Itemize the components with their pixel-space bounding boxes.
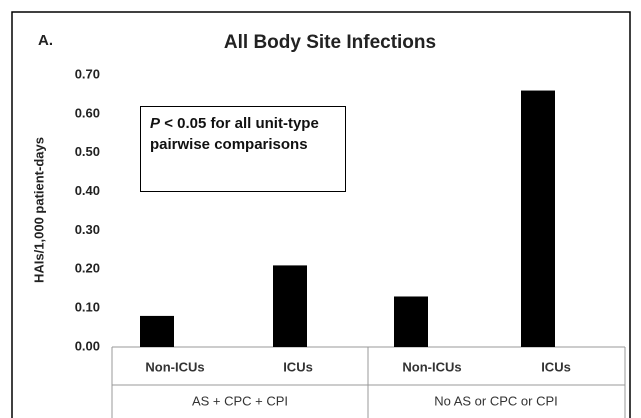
y-tick-label: 0.70 [75,66,100,81]
group-label: AS + CPC + CPI [192,393,288,408]
y-tick-label: 0.20 [75,261,100,276]
bar [273,265,307,347]
y-tick-label: 0.60 [75,105,100,120]
bar [140,315,174,347]
y-tick-label: 0.10 [75,300,100,315]
x-tick-label: Non-ICUs [145,359,204,374]
annotation-box: P < 0.05 for all unit-type pairwise comp… [140,106,346,192]
bar [394,296,428,347]
y-tick-label: 0.00 [75,338,100,353]
x-tick-label: ICUs [283,359,313,374]
annotation-italic: P [150,115,161,132]
y-tick-label: 0.30 [75,222,100,237]
y-tick-label: 0.40 [75,183,100,198]
group-label: No AS or CPC or CPI [434,393,558,408]
chart-title: All Body Site Infections [224,32,436,53]
chart-border [11,11,631,418]
annotation-text: < 0.05 for all unit-type pairwise compar… [150,115,319,153]
bar [521,90,555,348]
y-axis-label: HAIs/1,000 patient-days [31,137,46,283]
x-tick-label: ICUs [541,359,571,374]
y-tick-label: 0.50 [75,144,100,159]
x-tick-label: Non-ICUs [402,359,461,374]
panel-label: A. [38,32,53,49]
